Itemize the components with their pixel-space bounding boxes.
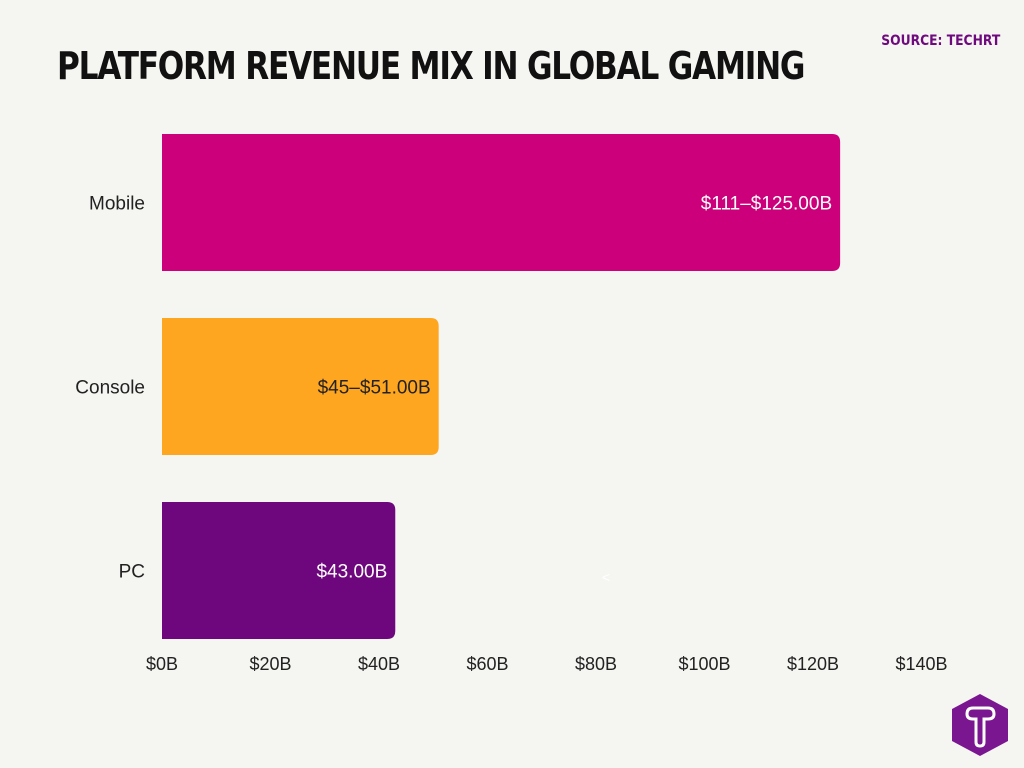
bar-console bbox=[162, 318, 439, 455]
x-tick-label: $80B bbox=[575, 654, 617, 674]
data-label-pc: $43.00B bbox=[316, 562, 387, 583]
techrt-logo-icon bbox=[952, 694, 1008, 756]
data-label-mobile: $111–$125.00B bbox=[701, 194, 832, 215]
x-tick-label: $60B bbox=[466, 654, 508, 674]
stray-mark: < bbox=[602, 569, 610, 585]
category-label-pc: PC bbox=[119, 562, 145, 583]
source-label: SOURCE: TECHRT bbox=[880, 33, 1000, 49]
bar-pc bbox=[162, 502, 396, 639]
x-tick-label: $100B bbox=[678, 654, 730, 674]
bar-mobile bbox=[162, 134, 841, 271]
category-label-console: Console bbox=[75, 378, 145, 399]
x-tick-label: $40B bbox=[358, 654, 400, 674]
chart-title: PLATFORM REVENUE MIX IN GLOBAL GAMING bbox=[57, 44, 806, 88]
x-tick-label: $20B bbox=[249, 654, 291, 674]
x-tick-label: $140B bbox=[895, 654, 947, 674]
category-label-mobile: Mobile bbox=[89, 194, 145, 215]
x-tick-label: $120B bbox=[787, 654, 839, 674]
data-label-console: $45–$51.00B bbox=[318, 378, 431, 399]
x-tick-label: $0B bbox=[146, 654, 178, 674]
